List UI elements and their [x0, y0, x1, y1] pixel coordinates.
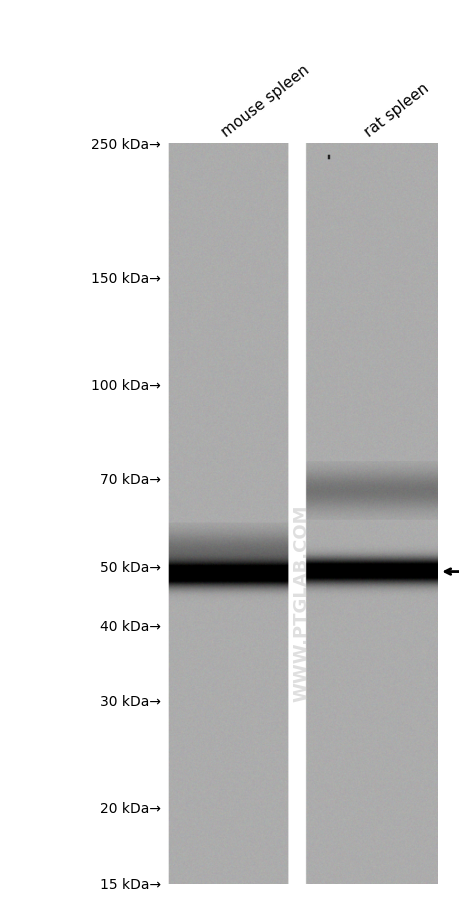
Text: 15 kDa→: 15 kDa→	[100, 877, 161, 891]
Text: 30 kDa→: 30 kDa→	[100, 695, 161, 709]
Text: mouse spleen: mouse spleen	[218, 62, 312, 140]
Text: WWW.PTGLAB.COM: WWW.PTGLAB.COM	[291, 504, 310, 702]
Text: 250 kDa→: 250 kDa→	[91, 137, 161, 152]
Text: rat spleen: rat spleen	[361, 80, 431, 140]
Text: 50 kDa→: 50 kDa→	[100, 560, 161, 575]
Text: 100 kDa→: 100 kDa→	[91, 378, 161, 392]
Text: 150 kDa→: 150 kDa→	[91, 272, 161, 286]
Text: 40 kDa→: 40 kDa→	[100, 619, 161, 633]
Text: 70 kDa→: 70 kDa→	[100, 472, 161, 486]
Text: 20 kDa→: 20 kDa→	[100, 801, 161, 815]
